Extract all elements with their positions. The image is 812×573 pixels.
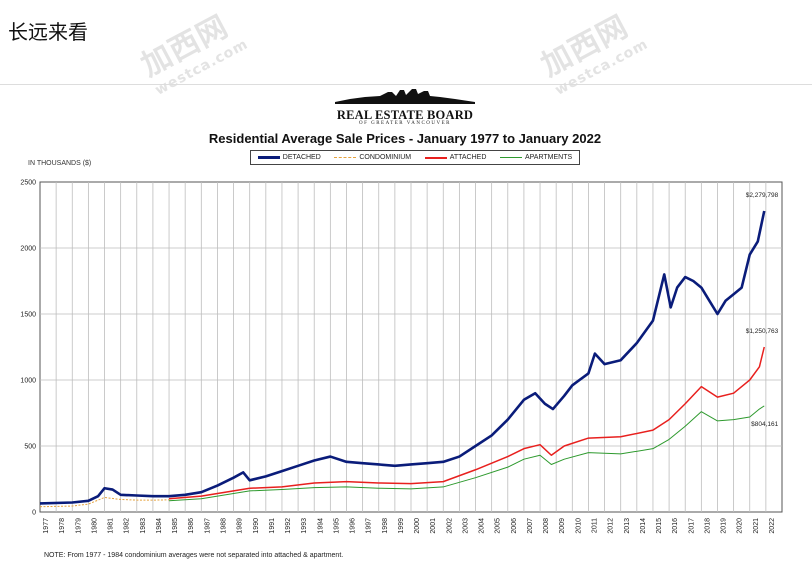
x-tick-label: 1998 <box>382 518 389 534</box>
x-tick-label: 2018 <box>704 518 711 534</box>
y-axis-label: IN THOUSANDS ($) <box>28 160 92 167</box>
data-annotation: $804,161 <box>751 421 778 428</box>
x-tick-label: 1983 <box>140 518 147 534</box>
x-tick-label: 2008 <box>543 518 550 534</box>
x-tick-label: 2017 <box>688 518 695 534</box>
chart-legend: DETACHED CONDOMINIUM ATTACHED APARTMENTS <box>250 150 580 165</box>
x-tick-label: 2000 <box>414 518 421 534</box>
x-tick-label: 1997 <box>366 518 373 534</box>
series-line-attached <box>168 346 765 500</box>
data-annotation: $2,279,798 <box>746 192 779 199</box>
x-tick-label: 2022 <box>769 518 776 534</box>
x-tick-label: 1996 <box>350 518 357 534</box>
x-tick-label: 1994 <box>317 518 324 534</box>
x-tick-label: 2021 <box>753 518 760 534</box>
x-tick-label: 1993 <box>301 518 308 534</box>
x-tick-label: 1987 <box>204 518 211 534</box>
x-tick-label: 1990 <box>253 518 260 534</box>
x-tick-label: 2016 <box>672 518 679 534</box>
y-tick-label: 1000 <box>20 378 36 385</box>
x-tick-label: 2010 <box>575 518 582 534</box>
series-line-detached <box>39 210 766 505</box>
x-tick-label: 2007 <box>527 518 534 534</box>
series-line-apartments <box>169 405 765 502</box>
x-tick-label: 2005 <box>495 518 502 534</box>
y-tick-label: 500 <box>24 444 36 451</box>
x-tick-label: 2020 <box>737 518 744 534</box>
x-tick-label: 2002 <box>446 518 453 534</box>
chart-frame-border <box>0 84 812 85</box>
chart-title: Residential Average Sale Prices - Januar… <box>208 131 602 146</box>
legend-item-detached: DETACHED <box>257 154 321 161</box>
y-tick-label: 2000 <box>20 246 36 253</box>
y-tick-label: 1500 <box>20 312 36 319</box>
x-tick-label: 2012 <box>608 518 615 534</box>
legend-label: DETACHED <box>282 154 321 161</box>
x-tick-label: 2019 <box>721 518 728 534</box>
x-tick-label: 1977 <box>43 518 50 534</box>
skyline-logo <box>335 89 475 104</box>
series-line-condominium <box>39 496 170 508</box>
x-tick-label: 2001 <box>430 518 437 534</box>
x-tick-label: 1978 <box>59 518 66 534</box>
post-header-text: 长远来看 <box>8 20 88 44</box>
x-tick-label: 1980 <box>91 518 98 534</box>
x-tick-label: 1988 <box>221 518 228 534</box>
x-tick-label: 1981 <box>108 518 115 534</box>
y-tick-label: 0 <box>32 510 36 517</box>
x-tick-label: 1995 <box>333 518 340 534</box>
logo-subtitle: OF GREATER VANCOUVER <box>358 121 452 126</box>
x-tick-label: 2014 <box>640 518 647 534</box>
logo-name: REAL ESTATE BOARD <box>336 108 474 122</box>
legend-item-attached: ATTACHED <box>424 154 487 161</box>
legend-label: APARTMENTS <box>524 154 573 161</box>
legend-item-condominium: CONDOMINIUM <box>334 154 411 161</box>
legend-item-apartments: APARTMENTS <box>499 154 573 161</box>
legend-label: CONDOMINIUM <box>359 154 412 161</box>
x-tick-label: 1992 <box>285 518 292 534</box>
x-tick-label: 2015 <box>656 518 663 534</box>
x-tick-label: 2006 <box>511 518 518 534</box>
legend-swatch <box>334 157 357 158</box>
legend-swatch <box>424 156 447 159</box>
x-tick-label: 2003 <box>462 518 469 534</box>
legend-label: ATTACHED <box>449 154 487 161</box>
x-tick-label: 2009 <box>559 518 566 534</box>
x-tick-label: 1984 <box>156 518 163 534</box>
x-tick-label: 1982 <box>124 518 131 534</box>
data-annotation: $1,250,763 <box>746 328 779 335</box>
x-tick-label: 1979 <box>75 518 82 534</box>
x-tick-label: 1985 <box>172 518 179 534</box>
x-tick-label: 1999 <box>398 518 405 534</box>
legend-swatch <box>499 157 522 158</box>
chart-note: NOTE: From 1977 - 1984 condominium avera… <box>44 552 344 559</box>
legend-swatch <box>257 156 280 159</box>
x-tick-label: 2013 <box>624 518 631 534</box>
x-tick-label: 2004 <box>479 518 486 534</box>
x-tick-label: 1986 <box>188 518 195 534</box>
x-tick-label: 1989 <box>237 518 244 534</box>
x-tick-label: 2011 <box>592 518 599 533</box>
y-tick-label: 2500 <box>20 180 36 187</box>
x-tick-label: 1991 <box>269 518 276 534</box>
